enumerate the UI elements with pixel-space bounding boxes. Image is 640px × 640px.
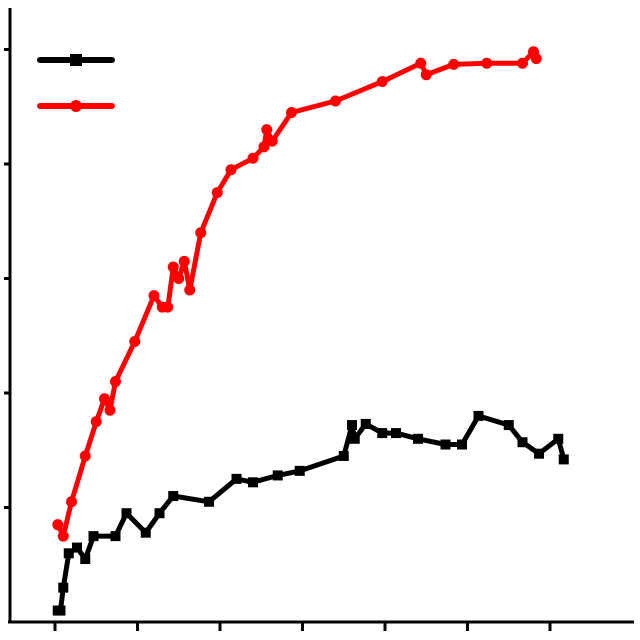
- series-1-point: [413, 433, 423, 444]
- series-1-point: [338, 450, 349, 461]
- series-2-point: [258, 141, 270, 153]
- series-2-point: [286, 106, 297, 118]
- series-2-point: [225, 164, 237, 176]
- series-2-point: [517, 57, 528, 69]
- legend-square-marker: [70, 54, 82, 66]
- series-1-point: [55, 605, 66, 616]
- series-1-point: [204, 496, 214, 507]
- series-1-point: [349, 433, 360, 444]
- series-2-point: [415, 57, 427, 69]
- series-1-point: [558, 454, 569, 465]
- series-2-point: [178, 255, 190, 267]
- series-1-point: [154, 508, 165, 519]
- series-1: [52, 410, 569, 616]
- series-1-point: [121, 508, 132, 519]
- series-1-point: [457, 439, 467, 450]
- series-1-point: [110, 531, 121, 542]
- series-2-point: [184, 284, 196, 296]
- series-2-point: [266, 135, 278, 147]
- legend-circle-marker: [70, 100, 82, 112]
- series-1-point: [231, 473, 242, 484]
- series-1-point: [272, 470, 283, 481]
- series-1-line: [55, 413, 567, 613]
- series-1-point: [517, 437, 528, 448]
- y-axis-ticks: [4, 48, 10, 509]
- series-1-point: [168, 491, 179, 502]
- series-1-point: [440, 439, 451, 450]
- legend-item-1: [37, 54, 115, 66]
- series-2-point: [99, 393, 110, 405]
- series-2-point: [247, 152, 259, 164]
- series-1-point: [360, 418, 371, 429]
- series-2-point: [173, 273, 185, 284]
- series-2-point: [420, 69, 432, 81]
- series-2-point: [90, 416, 102, 428]
- series-1-point: [140, 527, 151, 538]
- series-1-point: [534, 448, 544, 459]
- x-axis: [8, 620, 634, 631]
- series-2-point: [481, 57, 493, 69]
- series-2-point: [376, 76, 388, 88]
- series-1-point: [294, 465, 305, 476]
- series-2-point: [79, 450, 91, 462]
- legend: [37, 54, 115, 112]
- series-2-point: [66, 496, 77, 508]
- series-1-point: [347, 420, 357, 431]
- series-2-point: [148, 290, 160, 302]
- series-2-point: [530, 53, 542, 65]
- series-1-point: [248, 477, 258, 488]
- series-2-point: [52, 519, 64, 531]
- series-2-point: [104, 404, 116, 416]
- series-2-point: [211, 187, 223, 199]
- series-2-point: [448, 58, 460, 70]
- series-2: [52, 46, 542, 542]
- series-1-point: [80, 554, 91, 565]
- y-axis: [4, 8, 12, 622]
- series-1-point: [503, 420, 514, 431]
- series-2-point: [195, 227, 207, 239]
- series-2-point: [330, 95, 341, 107]
- x-axis-ticks: [53, 622, 552, 631]
- series-2-point: [57, 530, 69, 542]
- series-1-point: [88, 531, 99, 542]
- series-2-point: [110, 376, 121, 388]
- series-1-point: [72, 542, 82, 553]
- series-1-point: [391, 428, 401, 439]
- series-1-point: [553, 433, 564, 444]
- series-layer: [52, 46, 569, 616]
- series-2-point: [129, 335, 141, 347]
- series-1-point: [377, 428, 388, 439]
- legend-item-2: [37, 100, 115, 112]
- series-2-point: [162, 301, 174, 313]
- series-2-point: [167, 261, 179, 273]
- series-1-point: [63, 548, 74, 559]
- series-1-point: [58, 582, 69, 593]
- series-1-point: [473, 410, 484, 421]
- series-2-point: [261, 124, 273, 136]
- series-2-line: [55, 49, 539, 539]
